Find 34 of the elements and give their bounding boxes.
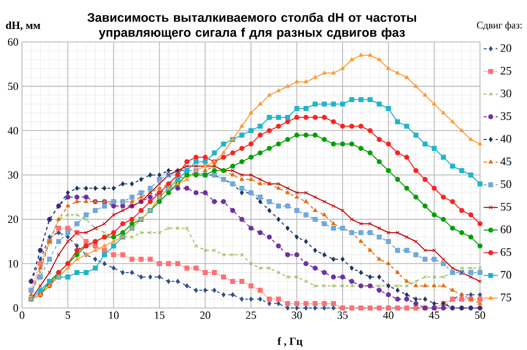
y-tick-label: 10	[8, 260, 18, 268]
legend-label: 60	[500, 225, 512, 234]
legend-label: 70	[500, 270, 512, 279]
x-axis-title: f , Гц	[278, 337, 302, 347]
y-tick-label: 20	[8, 216, 18, 223]
y-tick-label: 30	[8, 171, 18, 179]
x-tick-label: 35	[338, 311, 348, 319]
x-tick-label: 25	[246, 311, 256, 319]
y-tick-label: 0	[13, 304, 18, 312]
legend-label: 35	[500, 112, 512, 120]
x-tick-label: 15	[154, 311, 164, 319]
legend-label: 40	[500, 134, 512, 143]
legend-title: Сдвиг фаз:	[476, 21, 522, 30]
y-tick-label: 40	[8, 126, 18, 134]
x-tick-label: 0	[20, 311, 24, 319]
x-tick-label: 20	[200, 311, 210, 319]
legend-label: 25	[500, 66, 512, 75]
chart-title: Зависимость выталкиваемого столба dH от частоты управляющего сигала f для разных сдвигов фаз	[87, 12, 416, 40]
x-tick-label: 5	[66, 311, 70, 319]
legend-label: 30	[500, 90, 512, 98]
y-tick-label: 50	[8, 82, 18, 90]
legend-label: 55	[500, 202, 512, 210]
legend-label: 65	[500, 248, 512, 256]
x-tick-label: 45	[428, 311, 440, 319]
x-tick-label: 50	[475, 311, 486, 319]
legend-label: 75	[500, 294, 512, 302]
legend-label: 20	[500, 44, 512, 52]
legend-label: 45	[500, 158, 512, 166]
x-tick-label: 30	[292, 311, 302, 319]
x-tick-label: 10	[109, 311, 119, 319]
x-tick-label: 40	[383, 311, 394, 319]
y-axis-title: dH, мм	[6, 21, 40, 31]
y-tick-label: 60	[8, 38, 18, 46]
legend-label: 50	[500, 180, 512, 188]
